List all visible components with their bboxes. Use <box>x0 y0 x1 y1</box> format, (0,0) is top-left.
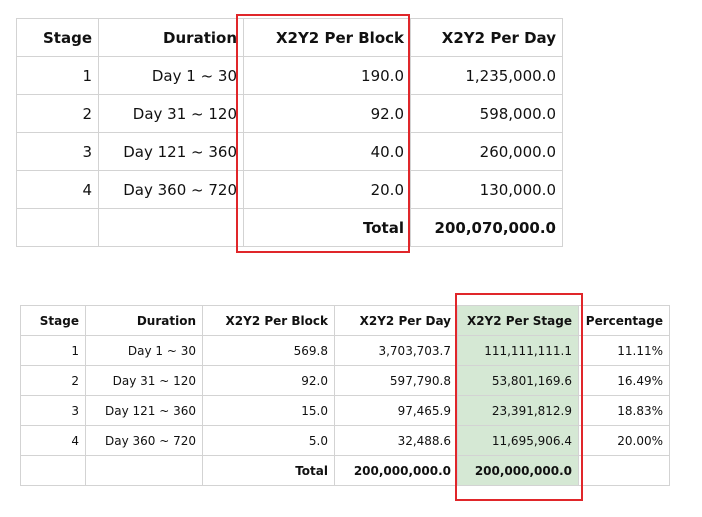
cell-duration: Day 360 ~ 720 <box>98 170 244 209</box>
total-per-stage: 200,000,000.0 <box>457 455 579 486</box>
cell-per-stage: 111,111,111.1 <box>457 335 579 366</box>
header-per-day: X2Y2 Per Day <box>334 305 458 336</box>
cell-stage: 2 <box>16 94 99 133</box>
table-row: 1 Day 1 ~ 30 190.0 1,235,000.0 <box>16 56 563 95</box>
cell-per-block: 92.0 <box>243 94 411 133</box>
cell-duration: Day 360 ~ 720 <box>85 425 203 456</box>
header-stage: Stage <box>20 305 86 336</box>
header-stage: Stage <box>16 18 99 57</box>
header-duration: Duration <box>98 18 244 57</box>
table-row: 3 Day 121 ~ 360 15.0 97,465.9 23,391,812… <box>20 395 670 426</box>
cell-empty <box>578 455 670 486</box>
cell-per-day: 598,000.0 <box>410 94 563 133</box>
cell-duration: Day 1 ~ 30 <box>85 335 203 366</box>
header-per-block: X2Y2 Per Block <box>243 18 411 57</box>
cell-per-block: 40.0 <box>243 132 411 171</box>
cell-per-block: 569.8 <box>202 335 335 366</box>
table-row: 4 Day 360 ~ 720 20.0 130,000.0 <box>16 170 563 209</box>
cell-stage: 4 <box>16 170 99 209</box>
total-row: Total 200,000,000.0 200,000,000.0 <box>20 455 670 486</box>
cell-stage: 3 <box>16 132 99 171</box>
cell-stage: 1 <box>20 335 86 366</box>
cell-per-block: 92.0 <box>202 365 335 396</box>
cell-stage: 1 <box>16 56 99 95</box>
cell-per-stage: 23,391,812.9 <box>457 395 579 426</box>
header-per-stage: X2Y2 Per Stage <box>457 305 579 336</box>
cell-per-day: 1,235,000.0 <box>410 56 563 95</box>
cell-per-stage: 11,695,906.4 <box>457 425 579 456</box>
cell-per-day: 32,488.6 <box>334 425 458 456</box>
cell-empty <box>16 208 99 247</box>
cell-stage: 2 <box>20 365 86 396</box>
cell-duration: Day 121 ~ 360 <box>98 132 244 171</box>
cell-duration: Day 1 ~ 30 <box>98 56 244 95</box>
cell-per-day: 97,465.9 <box>334 395 458 426</box>
cell-duration: Day 121 ~ 360 <box>85 395 203 426</box>
cell-empty <box>85 455 203 486</box>
total-per-day: 200,000,000.0 <box>334 455 458 486</box>
table-row: 3 Day 121 ~ 360 40.0 260,000.0 <box>16 132 563 171</box>
cell-empty <box>98 208 244 247</box>
cell-percentage: 18.83% <box>578 395 670 426</box>
cell-duration: Day 31 ~ 120 <box>98 94 244 133</box>
table-row: 2 Day 31 ~ 120 92.0 598,000.0 <box>16 94 563 133</box>
cell-per-block: 15.0 <box>202 395 335 426</box>
cell-per-day: 130,000.0 <box>410 170 563 209</box>
cell-per-day: 260,000.0 <box>410 132 563 171</box>
cell-stage: 4 <box>20 425 86 456</box>
header-duration: Duration <box>85 305 203 336</box>
table-row: 1 Day 1 ~ 30 569.8 3,703,703.7 111,111,1… <box>20 335 670 366</box>
cell-percentage: 16.49% <box>578 365 670 396</box>
cell-per-block: 20.0 <box>243 170 411 209</box>
cell-per-block: 5.0 <box>202 425 335 456</box>
table-row: 2 Day 31 ~ 120 92.0 597,790.8 53,801,169… <box>20 365 670 396</box>
cell-percentage: 11.11% <box>578 335 670 366</box>
table-header-row: Stage Duration X2Y2 Per Block X2Y2 Per D… <box>16 18 563 57</box>
total-value: 200,070,000.0 <box>410 208 563 247</box>
cell-per-day: 597,790.8 <box>334 365 458 396</box>
table-header-row: Stage Duration X2Y2 Per Block X2Y2 Per D… <box>20 305 670 336</box>
header-percentage: Percentage <box>578 305 670 336</box>
total-row: Total 200,070,000.0 <box>16 208 563 247</box>
emission-table-revised: Stage Duration X2Y2 Per Block X2Y2 Per D… <box>20 305 670 486</box>
cell-stage: 3 <box>20 395 86 426</box>
total-label: Total <box>202 455 335 486</box>
total-label: Total <box>243 208 411 247</box>
cell-per-block: 190.0 <box>243 56 411 95</box>
cell-duration: Day 31 ~ 120 <box>85 365 203 396</box>
cell-per-stage: 53,801,169.6 <box>457 365 579 396</box>
emission-table-original: Stage Duration X2Y2 Per Block X2Y2 Per D… <box>16 18 563 247</box>
cell-empty <box>20 455 86 486</box>
cell-per-day: 3,703,703.7 <box>334 335 458 366</box>
header-per-day: X2Y2 Per Day <box>410 18 563 57</box>
table-row: 4 Day 360 ~ 720 5.0 32,488.6 11,695,906.… <box>20 425 670 456</box>
cell-percentage: 20.00% <box>578 425 670 456</box>
header-per-block: X2Y2 Per Block <box>202 305 335 336</box>
